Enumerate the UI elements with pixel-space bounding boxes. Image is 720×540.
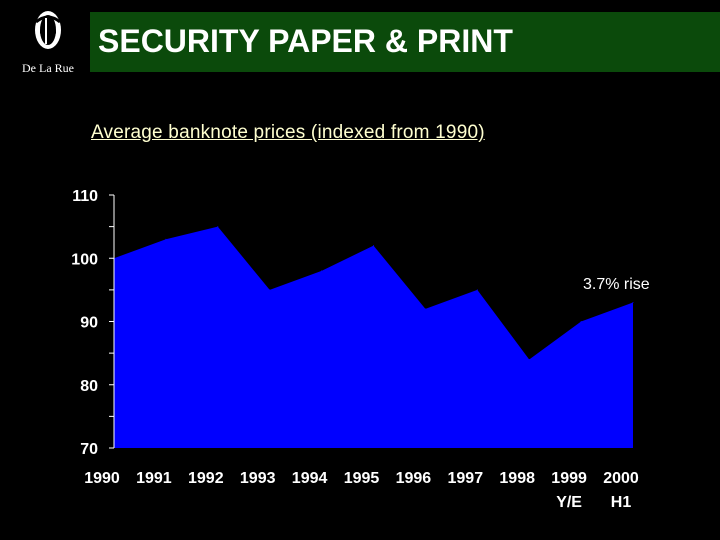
data-point bbox=[321, 270, 323, 272]
y-tick-label: 100 bbox=[71, 251, 98, 268]
x-tick-label: 1996 bbox=[396, 470, 432, 487]
x-tick-label: 1990 bbox=[84, 470, 120, 487]
x-tick-label: 1994 bbox=[292, 470, 328, 487]
x-tick-label: 2000 bbox=[603, 470, 639, 487]
x-tick-label: 1997 bbox=[448, 470, 484, 487]
delarue-logo: De La Rue bbox=[10, 8, 86, 78]
data-point bbox=[424, 308, 426, 310]
data-point bbox=[476, 289, 478, 291]
y-tick-label: 70 bbox=[80, 441, 98, 458]
data-point bbox=[528, 358, 530, 360]
chart-annotation: 3.7% rise bbox=[583, 276, 650, 293]
data-point bbox=[217, 226, 219, 228]
data-point bbox=[269, 289, 271, 291]
x-tick-sublabel: H1 bbox=[611, 494, 632, 511]
x-tick-label: 1993 bbox=[240, 470, 276, 487]
area-series bbox=[114, 226, 633, 448]
y-tick-label: 80 bbox=[80, 378, 98, 395]
y-tick-label: 90 bbox=[80, 315, 98, 332]
x-tick-label: 1992 bbox=[188, 470, 224, 487]
delarue-logo-icon bbox=[35, 11, 61, 49]
x-tick-label: 1995 bbox=[344, 470, 380, 487]
page-title: SECURITY PAPER & PRINT bbox=[98, 23, 513, 59]
x-tick-sublabel: Y/E bbox=[556, 494, 582, 511]
data-point bbox=[165, 238, 167, 240]
data-point bbox=[373, 245, 374, 247]
logo-text: De La Rue bbox=[22, 61, 74, 75]
x-tick-label: 1998 bbox=[499, 470, 535, 487]
chart-title: Average banknote prices (indexed from 19… bbox=[91, 122, 485, 143]
x-tick-label: 1999 bbox=[551, 470, 587, 487]
data-point bbox=[632, 302, 634, 304]
x-tick-label: 1991 bbox=[136, 470, 172, 487]
y-tick-label: 110 bbox=[72, 188, 98, 205]
data-point bbox=[580, 321, 582, 322]
header-bar: SECURITY PAPER & PRINT bbox=[90, 12, 720, 72]
